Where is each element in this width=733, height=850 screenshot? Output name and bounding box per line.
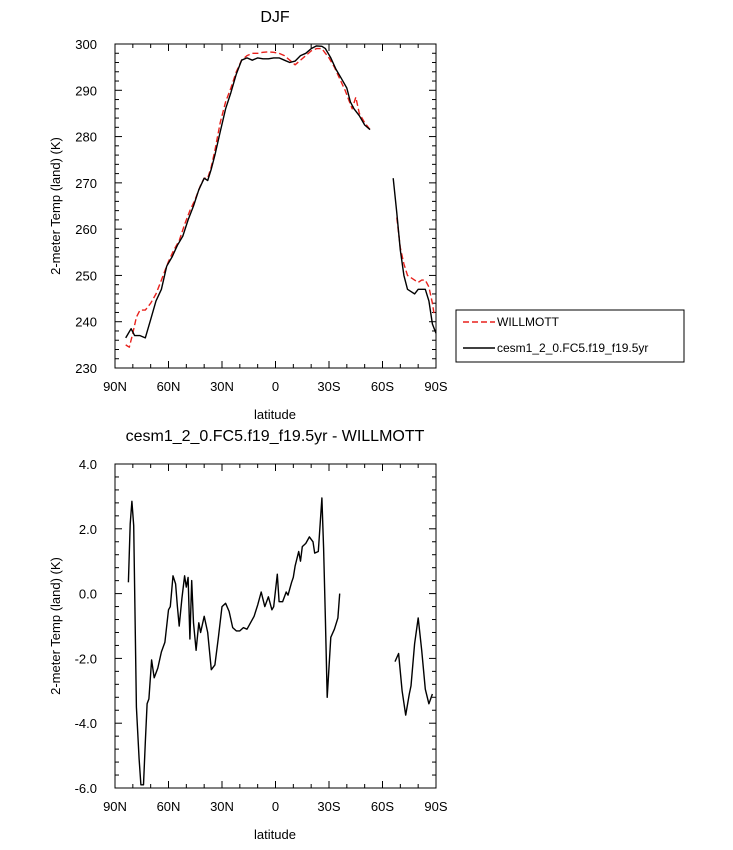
bottom-y-tick-label: -4.0 — [75, 716, 97, 731]
top-series-0-line — [125, 47, 371, 348]
bottom-x-tick-label: 30N — [210, 799, 234, 814]
top-x-tick-label: 90S — [424, 379, 447, 394]
bottom-y-tick-label: -6.0 — [75, 781, 97, 796]
bottom-x-tick-label: 0 — [272, 799, 279, 814]
bottom-x-axis-label: latitude — [254, 827, 296, 842]
top-x-axis-label: latitude — [254, 407, 296, 422]
bottom-series-0-line — [127, 497, 341, 786]
top-panel: DJF 90N 60N 30N 0 30S 60S 90S 230 240 250 260 270 28… — [48, 9, 448, 422]
top-y-tick-label: 230 — [75, 361, 97, 376]
top-x-tick-label: 30N — [210, 379, 234, 394]
bottom-panel: cesm1_2_0.FC5.f19_f19.5yr - WILLMOTT 90N… — [48, 428, 448, 842]
bottom-y-tick-label: 4.0 — [79, 457, 97, 472]
top-y-tick-label: 260 — [75, 222, 97, 237]
top-x-tick-label: 60N — [157, 379, 181, 394]
bottom-x-tick-label: 30S — [317, 799, 340, 814]
bottom-y-tick-label: 0.0 — [79, 587, 97, 602]
top-x-tick-label: 90N — [103, 379, 127, 394]
legend-label-willmott: WILLMOTT — [497, 315, 560, 329]
bottom-x-tick-label: 90N — [103, 799, 127, 814]
bottom-x-tick-label: 60S — [371, 799, 394, 814]
top-y-tick-label: 240 — [75, 315, 97, 330]
legend-label-cesm: cesm1_2_0.FC5.f19_f19.5yr — [497, 341, 648, 355]
bottom-x-tick-label: 60N — [157, 799, 181, 814]
top-x-tick-label: 0 — [272, 379, 279, 394]
top-y-tick-label: 250 — [75, 268, 97, 283]
bottom-x-tick-label: 90S — [424, 799, 447, 814]
bottom-plot-frame — [114, 463, 437, 789]
top-y-tick-label: 290 — [75, 83, 97, 98]
top-chart-title: DJF — [260, 9, 290, 26]
top-x-tick-label: 60S — [371, 379, 394, 394]
top-series-0-line — [396, 217, 435, 315]
bottom-series-0-line — [394, 617, 434, 716]
bottom-chart-title: cesm1_2_0.FC5.f19_f19.5yr - WILLMOTT — [126, 428, 425, 445]
top-series-1-line — [392, 178, 437, 334]
bottom-y-axis-label: 2-meter Temp (land) (K) — [48, 557, 63, 695]
legend-box — [455, 309, 685, 363]
top-plot-frame — [114, 43, 437, 369]
legend: WILLMOTT cesm1_2_0.FC5.f19_f19.5yr — [455, 309, 685, 363]
top-y-tick-label: 270 — [75, 176, 97, 191]
bottom-y-tick-label: 2.0 — [79, 522, 97, 537]
top-series-1-line — [125, 45, 371, 339]
top-y-tick-label: 280 — [75, 130, 97, 145]
bottom-y-tick-label: -2.0 — [75, 651, 97, 666]
top-x-tick-label: 30S — [317, 379, 340, 394]
top-y-axis-label: 2-meter Temp (land) (K) — [48, 137, 63, 275]
top-y-tick-label: 300 — [75, 37, 97, 52]
